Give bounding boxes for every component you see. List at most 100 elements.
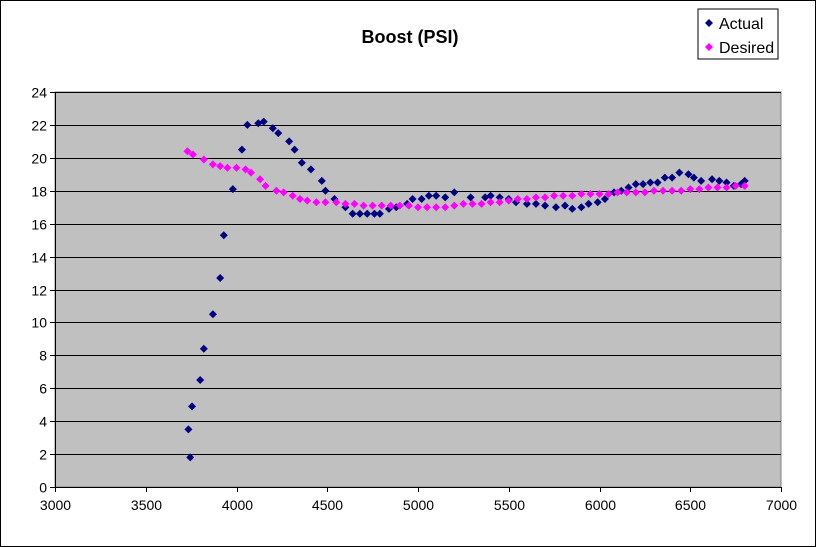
y-tick-label: 14 <box>31 250 47 266</box>
data-point-desired <box>247 168 256 177</box>
data-point-actual <box>268 124 277 133</box>
y-tick-label: 12 <box>31 283 47 299</box>
data-point-desired <box>686 185 695 194</box>
data-point-desired <box>731 181 740 190</box>
data-point-desired <box>468 199 477 208</box>
data-point-desired <box>199 155 208 164</box>
data-point-desired <box>486 198 495 207</box>
data-point-actual <box>708 175 717 184</box>
x-tick-label: 5500 <box>494 497 525 513</box>
data-point-desired <box>504 196 513 205</box>
chart-title: Boost (PSI) <box>362 27 459 47</box>
data-point-actual <box>689 173 698 182</box>
data-point-desired <box>341 199 350 208</box>
data-point-actual <box>375 209 384 218</box>
y-tick-label: 20 <box>31 151 47 167</box>
data-point-desired <box>241 165 250 174</box>
y-tick-label: 4 <box>39 414 47 430</box>
data-point-desired <box>395 201 404 210</box>
data-point-actual <box>684 170 693 179</box>
data-point-actual <box>441 193 450 202</box>
data-point-desired <box>332 198 341 207</box>
data-point-actual <box>184 425 193 434</box>
legend-label-actual: Actual <box>719 16 763 33</box>
x-tick-label: 3000 <box>40 497 71 513</box>
data-point-desired <box>359 201 368 210</box>
data-point-actual <box>290 145 299 154</box>
data-point-actual <box>417 194 426 203</box>
data-point-actual <box>317 176 326 185</box>
data-point-actual <box>219 231 228 240</box>
data-point-actual <box>495 193 504 202</box>
data-point-desired <box>188 150 197 159</box>
data-point-desired <box>288 191 297 200</box>
data-point-desired <box>368 201 377 210</box>
data-point-desired <box>404 201 413 210</box>
data-point-actual <box>653 178 662 187</box>
data-point-desired <box>312 198 321 207</box>
data-point-desired <box>432 203 441 212</box>
data-point-desired <box>541 193 550 202</box>
data-point-desired <box>261 181 270 190</box>
data-point-actual <box>631 180 640 189</box>
data-point-desired <box>450 201 459 210</box>
data-point-desired <box>386 201 395 210</box>
data-point-actual <box>306 165 315 174</box>
data-point-desired <box>321 198 330 207</box>
data-point-actual <box>363 209 372 218</box>
data-point-actual <box>646 178 655 187</box>
data-point-actual <box>408 194 417 203</box>
data-point-desired <box>595 190 604 199</box>
data-point-desired <box>559 191 568 200</box>
y-tick-label: 8 <box>39 348 47 364</box>
data-point-actual <box>285 137 294 146</box>
data-point-actual <box>321 186 330 195</box>
data-point-actual <box>486 191 495 200</box>
data-point-actual <box>243 120 252 129</box>
data-point-actual <box>551 203 560 212</box>
data-point-actual <box>188 402 197 411</box>
y-tick-label: 10 <box>31 315 47 331</box>
data-point-desired <box>740 181 749 190</box>
y-tick-label: 18 <box>31 184 47 200</box>
data-point-actual <box>466 193 475 202</box>
data-point-desired <box>495 198 504 207</box>
data-point-desired <box>296 194 305 203</box>
y-tick-label: 22 <box>31 118 47 134</box>
data-point-desired <box>613 188 622 197</box>
data-point-actual <box>541 201 550 210</box>
data-point-actual <box>196 376 205 385</box>
y-tick-label: 6 <box>39 381 47 397</box>
data-point-actual <box>697 176 706 185</box>
data-point-actual <box>259 117 268 126</box>
data-point-desired <box>414 203 422 212</box>
legend-label-desired: Desired <box>719 40 774 57</box>
data-point-actual <box>715 176 724 185</box>
data-point-actual <box>740 176 749 185</box>
data-point-desired <box>722 183 731 192</box>
data-point-actual <box>186 453 195 462</box>
legend: Actual Desired <box>697 8 779 60</box>
data-point-actual <box>668 173 677 182</box>
x-tick-label: 3500 <box>131 497 162 513</box>
data-point-desired <box>208 160 217 169</box>
data-point-desired <box>622 188 631 197</box>
data-point-desired <box>659 186 668 195</box>
data-point-desired <box>232 163 241 172</box>
data-point-desired <box>183 147 192 156</box>
data-point-actual <box>297 158 306 167</box>
data-point-actual <box>568 204 577 213</box>
data-point-actual <box>522 199 531 208</box>
data-point-actual <box>370 209 379 218</box>
data-point-desired <box>668 186 677 195</box>
data-point-desired <box>441 203 450 212</box>
data-point-actual <box>531 199 540 208</box>
data-point-actual <box>577 203 586 212</box>
data-point-desired <box>704 183 713 192</box>
data-point-actual <box>584 199 593 208</box>
data-point-desired <box>303 196 312 205</box>
data-point-desired <box>272 186 281 195</box>
data-point-desired <box>677 186 686 195</box>
data-point-actual <box>208 310 217 319</box>
